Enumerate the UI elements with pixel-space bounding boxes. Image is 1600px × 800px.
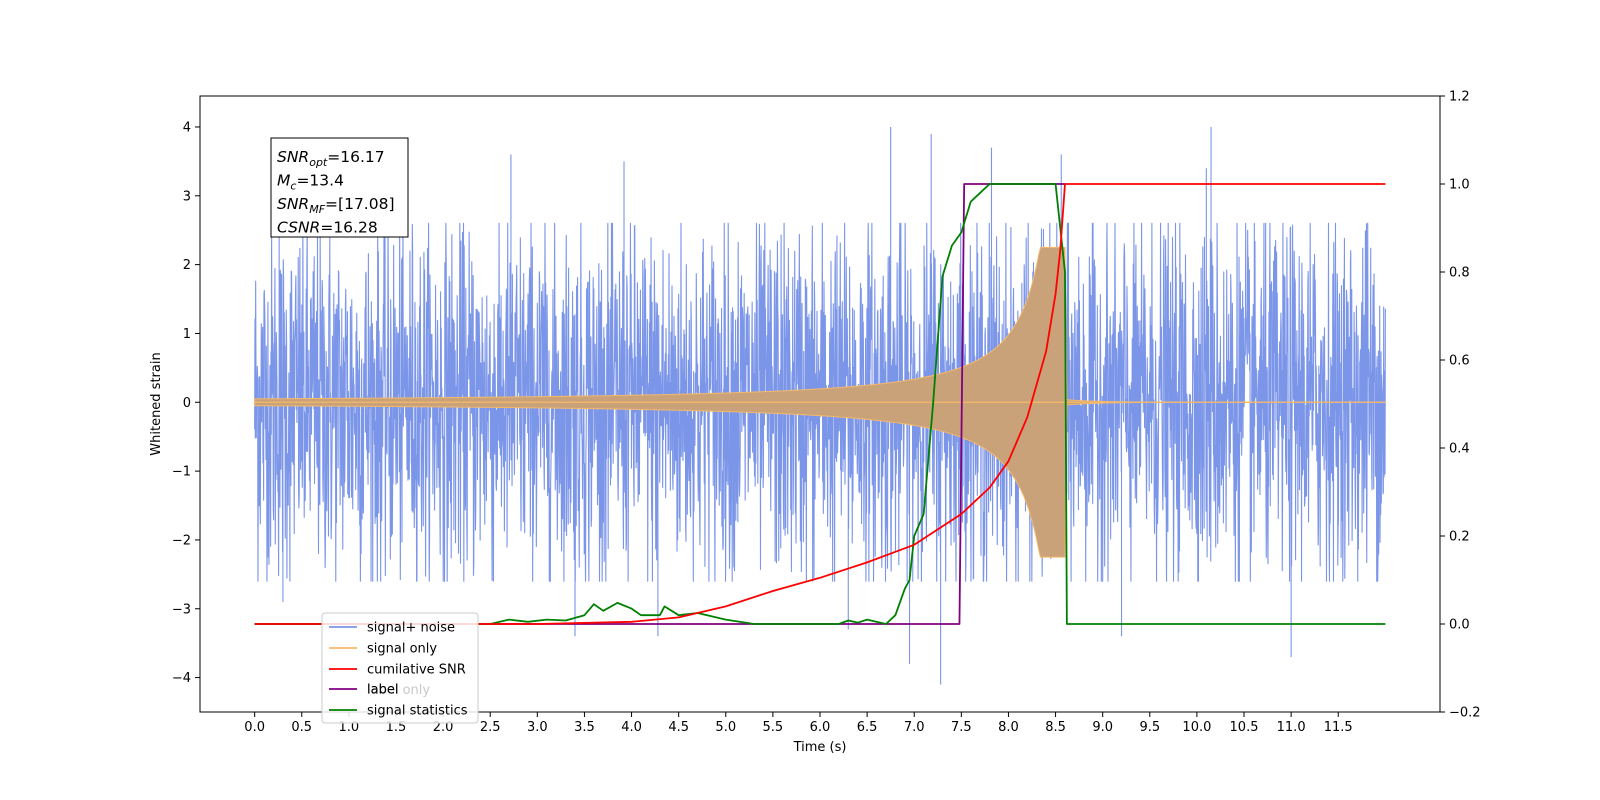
x-tick-label: 10.5 bbox=[1230, 720, 1259, 735]
x-tick-label: 1.5 bbox=[386, 720, 407, 735]
x-tick-label: 7.5 bbox=[951, 720, 972, 735]
annotation-line: CSNR=16.28 bbox=[277, 219, 378, 237]
legend-item: signal statistics bbox=[367, 704, 468, 719]
x-tick-label: 2.5 bbox=[480, 720, 501, 735]
y-right-tick-label: −0.2 bbox=[1449, 706, 1481, 721]
y-right-tick-label: 0.2 bbox=[1449, 530, 1470, 545]
legend: signal+ noise signal only cumilative SNR la… bbox=[321, 612, 479, 724]
annotation-subscript: opt bbox=[309, 156, 328, 169]
y-left-tick-label: −1 bbox=[172, 465, 191, 480]
annotation-subscript: c bbox=[290, 180, 296, 193]
y-right-tick-label: 0.8 bbox=[1449, 266, 1470, 281]
annotation-value: =16.17 bbox=[327, 148, 384, 166]
x-tick-label: 4.5 bbox=[668, 720, 689, 735]
annotation-value: =[17.08] bbox=[325, 195, 394, 213]
x-axis-label: Time (s) bbox=[793, 740, 847, 755]
x-tick-label: 6.0 bbox=[810, 720, 831, 735]
y-left-tick-label: 2 bbox=[183, 258, 191, 273]
x-tick-label: 11.5 bbox=[1324, 720, 1353, 735]
x-tick-label: 4.0 bbox=[621, 720, 642, 735]
y-right-tick-label: 0.6 bbox=[1449, 354, 1470, 369]
series-signal-statistics bbox=[254, 183, 1386, 625]
series-cumulative-snr bbox=[254, 183, 1386, 625]
legend-item-obscured: label only bbox=[367, 683, 430, 698]
annotation-line: SNRopt=16.17 bbox=[277, 148, 385, 169]
legend-item: label bbox=[367, 683, 398, 698]
x-tick-label: 10.0 bbox=[1182, 720, 1211, 735]
x-tick-label: 6.5 bbox=[857, 720, 878, 735]
y-left-tick-label: −2 bbox=[172, 533, 191, 548]
x-tick-label: 11.0 bbox=[1277, 720, 1306, 735]
y-right-tick-label: 1.0 bbox=[1449, 178, 1470, 193]
y-right-tick-label: 1.2 bbox=[1449, 90, 1470, 105]
x-tick-label: 3.5 bbox=[574, 720, 595, 735]
y-left-tick-label: 3 bbox=[183, 189, 191, 204]
x-tick-label: 2.0 bbox=[433, 720, 454, 735]
legend-frame bbox=[321, 612, 479, 724]
y-right-tick-label: 0.4 bbox=[1449, 442, 1470, 457]
legend-item: label bbox=[367, 683, 398, 698]
x-tick-label: 8.0 bbox=[998, 720, 1019, 735]
annotation-symbol: M bbox=[277, 172, 290, 190]
annotation-subscript: MF bbox=[309, 203, 325, 216]
y-left-tick-label: 1 bbox=[183, 327, 191, 342]
annotation-frame bbox=[270, 137, 409, 238]
y-right-tick-label: 0.0 bbox=[1449, 618, 1470, 633]
x-tick-label: 0.5 bbox=[291, 720, 312, 735]
annotation-symbol: SNR bbox=[277, 148, 309, 166]
annotation-line: Mc=13.4 bbox=[277, 172, 344, 193]
y-axis-label-left: Whitened strain bbox=[149, 352, 164, 455]
annotation-box: SNRopt=16.17Mc=13.4SNRMF=[17.08]CSNR=16.… bbox=[270, 137, 409, 238]
x-tick-label: 1.0 bbox=[339, 720, 360, 735]
series-signal-noise bbox=[254, 126, 1386, 685]
x-axis: 0.0 0.5 1.0 1.5 2.0 2.5 3.0 3.5 4.0 4.5 5.0 5.5 6.0 6… bbox=[244, 712, 1353, 735]
x-tick-label: 8.5 bbox=[1045, 720, 1066, 735]
annotation-value: =16.28 bbox=[320, 219, 377, 237]
y-left-tick-label: −4 bbox=[172, 671, 191, 686]
legend-item: cumilative SNR bbox=[367, 663, 466, 678]
x-tick-label: 3.0 bbox=[527, 720, 548, 735]
x-tick-label: 5.5 bbox=[763, 720, 784, 735]
annotation-line: SNRMF=[17.08] bbox=[277, 195, 395, 216]
y-left-tick-label: −3 bbox=[172, 602, 191, 617]
annotation-symbol: CSNR bbox=[277, 219, 320, 237]
y-axis-left: −4 −3 −2 −1 0 1 2 3 4 bbox=[172, 120, 200, 686]
annotation-value: =13.4 bbox=[296, 172, 344, 190]
y-left-tick-label: 4 bbox=[183, 120, 191, 135]
y-left-tick-label: 0 bbox=[183, 396, 191, 411]
legend-item: signal+ noise bbox=[367, 621, 455, 636]
legend-item: signal only bbox=[367, 642, 437, 657]
x-tick-label: 9.0 bbox=[1092, 720, 1113, 735]
plot-area bbox=[254, 126, 1386, 685]
y-axis-right: −0.2 0.0 0.2 0.4 0.6 0.8 1.0 1.2 bbox=[1440, 90, 1481, 721]
annotation-symbol: SNR bbox=[277, 195, 309, 213]
x-tick-label: 7.0 bbox=[904, 720, 925, 735]
x-tick-label: 5.0 bbox=[715, 720, 736, 735]
x-tick-label: 0.0 bbox=[244, 720, 265, 735]
x-tick-label: 9.5 bbox=[1139, 720, 1160, 735]
